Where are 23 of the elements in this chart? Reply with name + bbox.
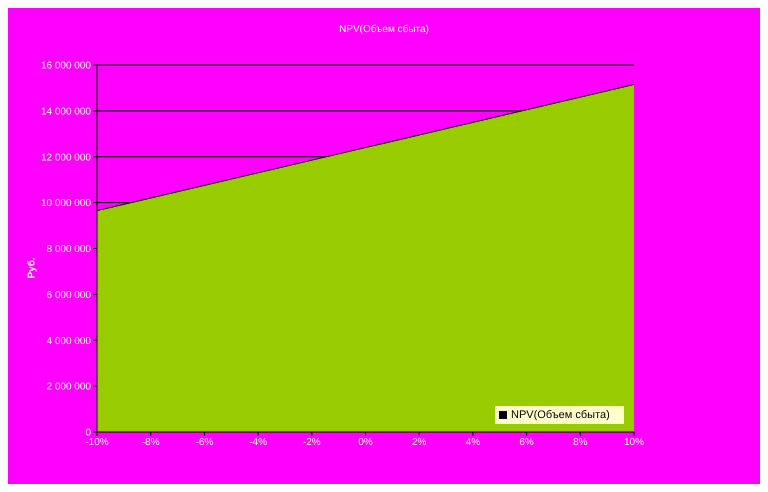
x-tick-label: 6% (519, 437, 534, 448)
y-tick-label: 8 000 000 (46, 244, 92, 256)
y-tick-label: 14 000 000 (40, 106, 92, 118)
y-axis-title: Руб. (26, 257, 38, 278)
x-tick-label: -8% (142, 437, 160, 448)
x-tick-label: -4% (249, 437, 268, 448)
y-tick-label: 0 (85, 428, 92, 439)
x-tick-label: 8% (573, 437, 588, 448)
chart-title: NPV(Объем сбыта) (338, 24, 430, 35)
y-tick-label: 12 000 000 (40, 152, 92, 164)
y-tick-label: 6 000 000 (46, 290, 92, 301)
y-tick-label: 10 000 000 (40, 198, 92, 210)
x-tick-label: -6% (196, 437, 214, 448)
x-tick-label: 10% (624, 437, 644, 448)
x-tick-label: -2% (302, 437, 321, 448)
x-tick-label: 2% (412, 437, 427, 448)
x-tick-label: 4% (466, 437, 480, 448)
y-tick-label: 2 000 000 (46, 382, 92, 393)
y-tick-label: 4 000 000 (46, 336, 92, 347)
y-tick-label: 16 000 000 (40, 60, 92, 72)
legend-label: NPV(Объем сбыта) (511, 409, 610, 421)
x-tick-label: -10% (85, 437, 109, 448)
x-tick-label: 0% (358, 437, 373, 448)
